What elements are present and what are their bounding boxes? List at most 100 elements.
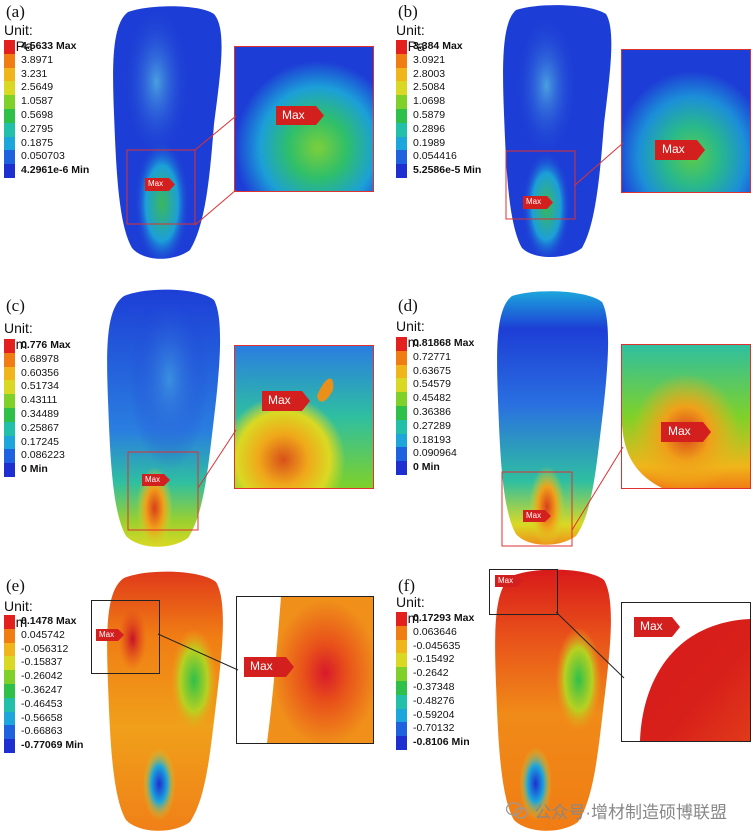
legend-value: 0.045742: [21, 628, 65, 641]
legend-value: 0.1478 Max: [21, 615, 77, 627]
legend-swatch: [396, 350, 407, 365]
legend-value: -0.37348: [413, 680, 455, 693]
color-legend: 0.17293 Max 0.063646 -0.045635 -0.15492 …: [396, 612, 474, 750]
insole-contour-plot: [497, 291, 609, 547]
legend-value: 0.17245: [21, 435, 59, 448]
max-marker-label: Max: [250, 659, 273, 673]
panel-label: (c): [6, 296, 25, 315]
legend-value: 0.68978: [21, 352, 59, 365]
legend-value: 0.81868 Max: [413, 337, 475, 349]
legend-swatch: [396, 653, 407, 668]
wechat-icon: [506, 801, 528, 820]
legend-value: -0.8106 Min: [413, 736, 470, 749]
panel-label: (e): [6, 576, 25, 595]
max-marker-label: Max: [526, 197, 542, 206]
zoom-contour: [235, 346, 373, 488]
marker-arrow-icon: [655, 140, 705, 160]
max-marker-label: Max: [145, 475, 161, 484]
legend-swatch: [396, 612, 407, 626]
max-marker-label: Max: [668, 424, 691, 438]
zoom-contour: [267, 597, 373, 743]
legend-swatch: [4, 670, 15, 684]
panel-label: (f): [398, 576, 415, 595]
legend-swatch: [4, 53, 15, 68]
legend-swatch: [4, 725, 15, 740]
marker-arrow-icon: [495, 575, 523, 587]
legend-value: 0.25867: [21, 421, 59, 434]
legend-value: -0.36247: [21, 683, 63, 696]
legend-swatch: [396, 461, 407, 475]
legend-swatch: [4, 656, 15, 671]
legend-swatch: [396, 405, 407, 420]
color-legend: 4.5633 Max 3.8971 3.231 2.5649 1.0587 0.…: [4, 40, 89, 178]
zoom-inset: [621, 49, 751, 193]
legend-swatch: [396, 392, 407, 406]
max-marker-label: Max: [148, 179, 164, 188]
legend-swatch: [4, 67, 15, 82]
legend-swatch: [4, 40, 15, 54]
legend-value: -0.48276: [413, 694, 455, 707]
legend-value: 2.5649: [21, 81, 54, 94]
legend-swatch: [396, 40, 407, 54]
legend-value: 0.054416: [413, 150, 457, 163]
marker-arrow-icon: [661, 422, 711, 442]
legend-value: 0.36386: [413, 405, 451, 418]
legend-swatch: [4, 81, 15, 96]
panel-label: (a): [6, 2, 25, 21]
marker-arrow-icon: [634, 617, 680, 637]
legend-swatch: [396, 53, 407, 68]
max-marker: Max: [661, 422, 711, 442]
legend-value: 0.34489: [21, 407, 59, 420]
marker-arrow-icon: [142, 474, 170, 486]
max-marker: Max: [142, 474, 170, 486]
legend-swatch: [4, 380, 15, 395]
panel-label: (d): [398, 296, 418, 315]
legend-value: 0.086223: [21, 449, 65, 462]
marker-arrow-icon: [523, 510, 551, 522]
zoom-contour: [622, 50, 750, 192]
legend-value: 0 Min: [413, 461, 440, 474]
legend-swatch: [396, 164, 407, 178]
max-marker: Max: [244, 657, 294, 677]
legend-value: -0.056312: [21, 642, 69, 655]
legend-swatch: [4, 164, 15, 178]
legend-value: 0.063646: [413, 625, 457, 638]
legend-swatch: [4, 407, 15, 422]
marker-arrow-icon: [96, 629, 124, 641]
panel-label: (b): [398, 2, 418, 21]
legend-swatch: [396, 108, 407, 123]
legend-swatch: [396, 722, 407, 737]
legend-value: 5.2586e-5 Min: [413, 164, 482, 177]
insole-contour-plot: [503, 5, 612, 257]
legend-swatch: [396, 81, 407, 96]
legend-value: -0.045635: [413, 639, 461, 652]
legend-value: -0.66863: [21, 725, 63, 738]
legend-swatch: [4, 108, 15, 123]
legend-swatch: [4, 421, 15, 436]
legend-value: -0.26042: [21, 670, 63, 683]
legend-swatch: [4, 628, 15, 643]
zoom-inset: [234, 345, 374, 489]
legend-swatch: [4, 435, 15, 450]
legend-value: 0.63675: [413, 364, 451, 377]
legend-value: 0.60356: [21, 366, 59, 379]
legend-swatch: [396, 708, 407, 723]
legend-swatch: [396, 694, 407, 709]
legend-value: 0.090964: [413, 447, 457, 460]
watermark: 公众号·增材制造硕博联盟: [506, 798, 727, 823]
legend-value: 3.8971: [21, 53, 54, 66]
legend-value: 0.050703: [21, 150, 65, 163]
legend-value: 0.1989: [413, 136, 446, 149]
legend-value: -0.15837: [21, 656, 63, 669]
legend-swatch: [396, 136, 407, 151]
legend-value: 3.231: [21, 67, 48, 80]
legend-value: 0.776 Max: [21, 339, 71, 351]
legend-swatch: [396, 364, 407, 379]
legend-value: 0.51734: [21, 380, 59, 393]
insole-contour-plot: [107, 289, 221, 547]
legend-value: 2.5084: [413, 81, 446, 94]
max-marker: Max: [523, 510, 551, 522]
marker-arrow-icon: [262, 391, 310, 411]
legend-swatch: [396, 680, 407, 695]
legend-value: 0.43111: [21, 394, 58, 407]
